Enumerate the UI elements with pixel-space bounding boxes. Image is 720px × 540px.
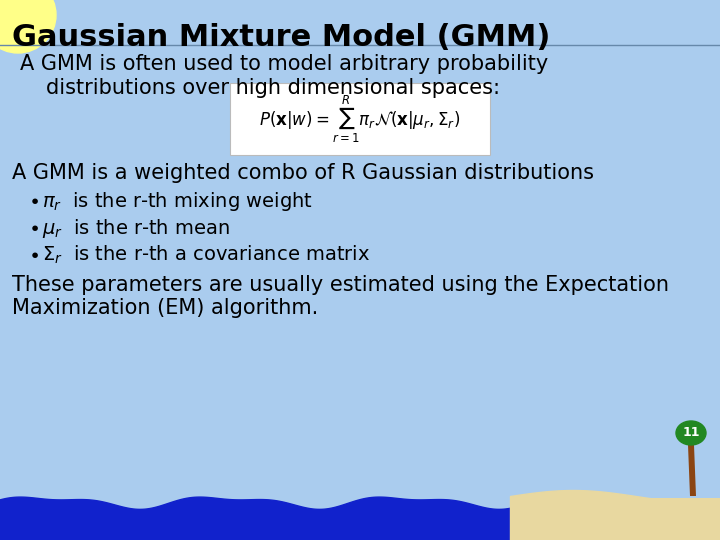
Bar bbox=[230, 83, 490, 155]
Text: $\bullet$: $\bullet$ bbox=[28, 190, 39, 209]
Text: $\mu_r$  is the r-th mean: $\mu_r$ is the r-th mean bbox=[42, 217, 230, 240]
Text: $\bullet$: $\bullet$ bbox=[28, 244, 39, 263]
Text: distributions over high dimensional spaces:: distributions over high dimensional spac… bbox=[46, 78, 500, 98]
Text: Maximization (EM) algorithm.: Maximization (EM) algorithm. bbox=[12, 298, 318, 318]
Ellipse shape bbox=[676, 421, 706, 445]
Text: $P(\mathbf{x}|w) = \sum_{r=1}^{R} \pi_r \mathcal{N}(\mathbf{x}|\mu_r, \Sigma_r)$: $P(\mathbf{x}|w) = \sum_{r=1}^{R} \pi_r … bbox=[259, 93, 461, 145]
Text: 11: 11 bbox=[683, 427, 700, 440]
Text: A GMM is often used to model arbitrary probability: A GMM is often used to model arbitrary p… bbox=[20, 54, 548, 74]
Circle shape bbox=[0, 0, 56, 53]
Text: A GMM is a weighted combo of R Gaussian distributions: A GMM is a weighted combo of R Gaussian … bbox=[12, 163, 594, 183]
Text: These parameters are usually estimated using the Expectation: These parameters are usually estimated u… bbox=[12, 275, 669, 295]
Polygon shape bbox=[688, 445, 696, 496]
Text: Gaussian Mixture Model (GMM): Gaussian Mixture Model (GMM) bbox=[12, 23, 550, 52]
Text: $\bullet$: $\bullet$ bbox=[28, 217, 39, 236]
Text: $\pi_r$  is the r-th mixing weight: $\pi_r$ is the r-th mixing weight bbox=[42, 190, 313, 213]
Polygon shape bbox=[530, 498, 720, 540]
Text: $\Sigma_r$  is the r-th a covariance matrix: $\Sigma_r$ is the r-th a covariance matr… bbox=[42, 244, 370, 266]
